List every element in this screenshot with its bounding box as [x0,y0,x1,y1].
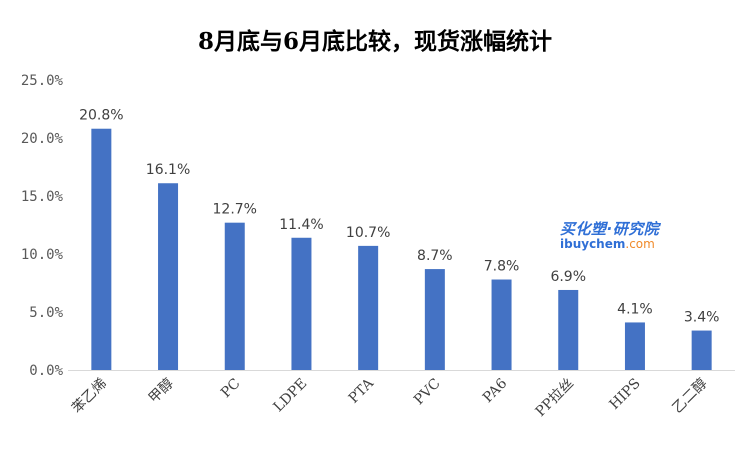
bar [158,183,179,370]
y-tick-label: 25.0% [21,73,64,89]
y-tick-label: 15.0% [21,189,64,205]
x-tick-label: PC [218,376,244,402]
watermark-domain-suffix: .com [625,237,655,252]
bar [491,279,512,370]
watermark-line1: 买化塑·研究院 [560,220,660,238]
bar [91,128,112,370]
watermark-logo: 买化塑·研究院 ibuychem.com [560,220,660,252]
watermark-domain: ibuychem [560,237,626,252]
y-tick-label: 10.0% [21,247,64,263]
bar [358,245,379,370]
data-label: 12.7% [213,202,257,218]
data-label: 11.4% [279,217,323,233]
x-tick-label: LDPE [271,376,311,416]
x-tick-label: PVC [411,376,444,409]
x-tick-label: 乙二醇 [669,375,711,417]
x-tick-label: PP拉丝 [533,376,577,420]
x-tick-label: PA6 [480,375,511,406]
data-label: 3.4% [684,310,720,326]
chart-title: 8月底与6月底比较，现货涨幅统计 [197,28,552,55]
watermark-line2: ibuychem.com [560,237,659,252]
y-tick-label: 20.0% [21,131,64,147]
bar [424,269,445,370]
x-tick-label: 甲醇 [145,375,177,407]
data-label: 10.7% [346,225,390,241]
bar [558,289,579,370]
bar [624,322,645,370]
bar [224,222,245,370]
data-label: 7.8% [484,259,520,275]
data-label: 8.7% [417,248,453,264]
x-tick-label: 苯乙烯 [68,375,110,417]
data-label: 16.1% [146,162,190,178]
bar [691,330,712,370]
x-tick-label: HIPS [606,376,643,413]
data-label: 20.8% [79,108,123,124]
data-label: 4.1% [617,301,653,317]
bar [291,237,312,370]
y-tick-label: 0.0% [29,363,63,379]
data-label: 6.9% [550,269,586,285]
y-tick-label: 5.0% [29,305,63,321]
x-tick-label: PTA [346,375,378,407]
